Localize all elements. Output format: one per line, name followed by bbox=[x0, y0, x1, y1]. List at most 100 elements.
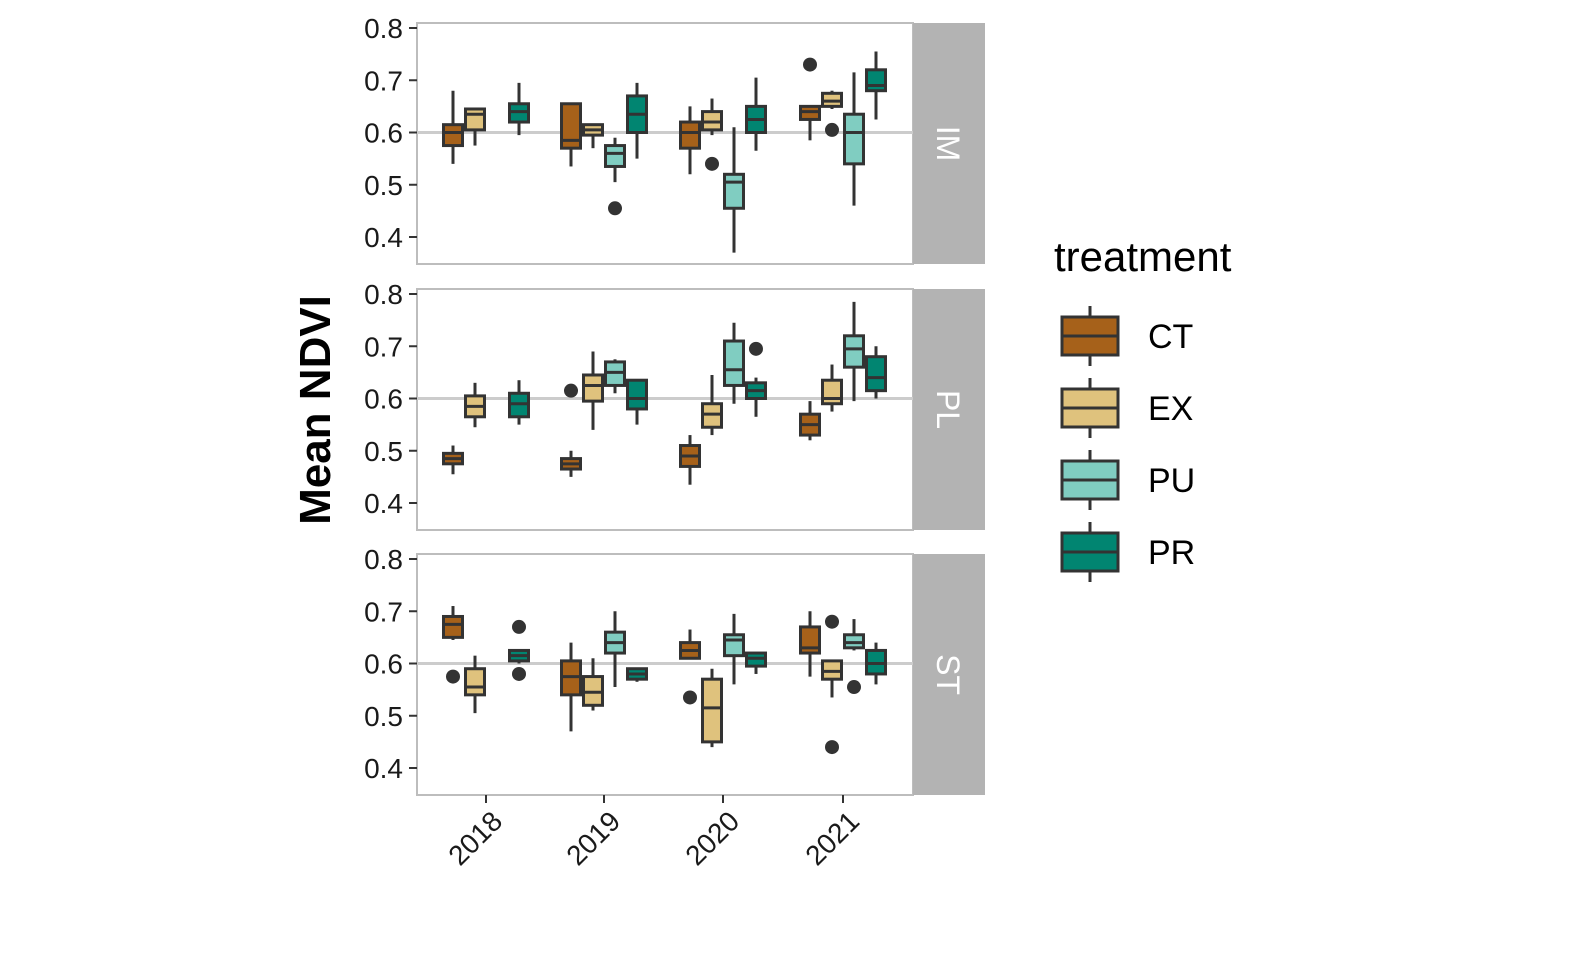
box-iqr bbox=[464, 107, 486, 132]
box-iqr bbox=[723, 633, 745, 658]
legend-item-pr: PR bbox=[1060, 522, 1195, 582]
legend-label: PR bbox=[1148, 534, 1195, 572]
outlier-point bbox=[825, 614, 839, 629]
y-tick-label: 0.6 bbox=[364, 649, 403, 680]
box-iqr bbox=[464, 667, 486, 697]
box-iqr bbox=[442, 123, 464, 148]
box-pl-2021-ct bbox=[799, 401, 821, 441]
box-pl-2020-ct bbox=[679, 435, 701, 485]
y-tick-label: 0.4 bbox=[364, 488, 403, 519]
box-im-2020-ex bbox=[701, 98, 723, 171]
box-st-2020-ex bbox=[701, 668, 723, 748]
outlier-point bbox=[803, 57, 817, 72]
outlier-point bbox=[512, 619, 526, 634]
box-iqr bbox=[442, 614, 464, 639]
facet-strip bbox=[913, 23, 985, 264]
box-st-2021-pu bbox=[843, 619, 865, 695]
box-pl-2021-ex bbox=[821, 364, 843, 412]
box-pl-2021-pr bbox=[865, 346, 887, 399]
facet-panel-pl: PL 0.4 0.5 0.6 0.7 0.8 bbox=[364, 279, 985, 531]
y-tick-label: 0.6 bbox=[364, 384, 403, 415]
box-im-2021-pr bbox=[865, 51, 887, 120]
box-pl-2019-ct bbox=[560, 383, 582, 477]
y-tick-label: 0.7 bbox=[364, 596, 403, 627]
box-pl-2018-ct bbox=[442, 445, 464, 475]
facet-panel-st: ST 0.4 0.5 0.6 0.7 0.8 bbox=[364, 544, 985, 796]
facet-strip-label: PL bbox=[930, 390, 966, 429]
facet-strip bbox=[913, 554, 985, 795]
legend-label: PU bbox=[1148, 462, 1195, 500]
box-pl-2019-pr bbox=[626, 378, 648, 425]
box-im-2021-ex bbox=[821, 90, 843, 137]
y-tick-label: 0.6 bbox=[364, 118, 403, 149]
box-pl-2020-pr bbox=[745, 341, 767, 417]
box-st-2021-ct bbox=[799, 611, 821, 677]
y-tick-label: 0.4 bbox=[364, 222, 403, 253]
box-pl-2021-pu bbox=[843, 301, 865, 402]
x-tick-label: 2018 bbox=[442, 805, 508, 871]
facet-strip-label: IM bbox=[930, 126, 966, 162]
box-st-2019-pu bbox=[604, 611, 626, 688]
outlier-point bbox=[608, 201, 622, 216]
box-pl-2018-ex bbox=[464, 382, 486, 428]
y-tick-label: 0.5 bbox=[364, 436, 403, 467]
box-st-2019-ex bbox=[582, 658, 604, 711]
box-iqr bbox=[865, 68, 887, 93]
box-pl-2020-pu bbox=[723, 322, 745, 404]
outlier-point bbox=[683, 690, 697, 705]
box-im-2021-ct bbox=[799, 57, 821, 141]
box-st-2021-pr bbox=[865, 642, 887, 685]
legend-item-ct: CT bbox=[1060, 306, 1193, 366]
facet-strip-label: ST bbox=[930, 654, 966, 695]
box-st-2020-ct bbox=[679, 629, 701, 705]
y-tick-label: 0.5 bbox=[364, 170, 403, 201]
box-pl-2018-pr bbox=[508, 380, 530, 425]
box-pl-2019-ex bbox=[582, 351, 604, 430]
y-tick-label: 0.8 bbox=[364, 13, 403, 44]
box-st-2019-pr bbox=[626, 667, 648, 682]
x-tick-label: 2020 bbox=[679, 805, 745, 871]
y-tick-label: 0.7 bbox=[364, 65, 403, 96]
legend: treatment CT EX PU PR bbox=[1054, 233, 1232, 582]
box-iqr bbox=[843, 334, 865, 369]
facet-panels: IM 0.4 0.5 0.6 0.7 0.8 PL 0.4 0.5 0.6 0.7 0.8 ST 0.4 0… bbox=[364, 13, 985, 796]
box-pl-2020-ex bbox=[701, 374, 723, 436]
box-im-2018-pr bbox=[508, 82, 530, 136]
box-st-2020-pr bbox=[745, 651, 767, 674]
box-iqr bbox=[821, 378, 843, 406]
box-st-2020-pu bbox=[723, 613, 745, 685]
box-im-2019-ex bbox=[582, 123, 604, 149]
box-st-2018-ex bbox=[464, 655, 486, 714]
legend-label: EX bbox=[1148, 390, 1193, 428]
box-iqr bbox=[843, 112, 865, 166]
box-im-2021-pu bbox=[843, 72, 865, 206]
y-tick-label: 0.8 bbox=[364, 544, 403, 575]
box-im-2020-pu bbox=[723, 127, 745, 253]
legend-label: CT bbox=[1148, 318, 1193, 356]
box-iqr bbox=[582, 373, 604, 403]
box-im-2019-pr bbox=[626, 82, 648, 159]
panel-border bbox=[416, 288, 914, 531]
legend-item-ex: EX bbox=[1060, 378, 1193, 438]
box-im-2019-pu bbox=[604, 137, 626, 216]
box-iqr bbox=[865, 355, 887, 393]
y-tick-label: 0.4 bbox=[364, 753, 403, 784]
x-axis: 2018 2019 2020 2021 bbox=[417, 794, 913, 871]
y-tick-label: 0.5 bbox=[364, 701, 403, 732]
box-iqr bbox=[560, 102, 582, 150]
y-tick-label: 0.8 bbox=[364, 279, 403, 310]
box-im-2020-pr bbox=[745, 77, 767, 151]
facet-strip bbox=[913, 289, 985, 530]
box-st-2021-ex bbox=[821, 614, 843, 755]
outlier-point bbox=[512, 666, 526, 681]
box-im-2018-ct bbox=[442, 90, 464, 164]
y-tick-label: 0.7 bbox=[364, 331, 403, 362]
box-iqr bbox=[723, 172, 745, 210]
x-tick-label: 2021 bbox=[799, 805, 865, 871]
box-im-2020-ct bbox=[679, 106, 701, 175]
box-iqr bbox=[679, 120, 701, 150]
outlier-point bbox=[446, 669, 460, 684]
outlier-point bbox=[749, 341, 763, 356]
outlier-point bbox=[825, 122, 839, 137]
